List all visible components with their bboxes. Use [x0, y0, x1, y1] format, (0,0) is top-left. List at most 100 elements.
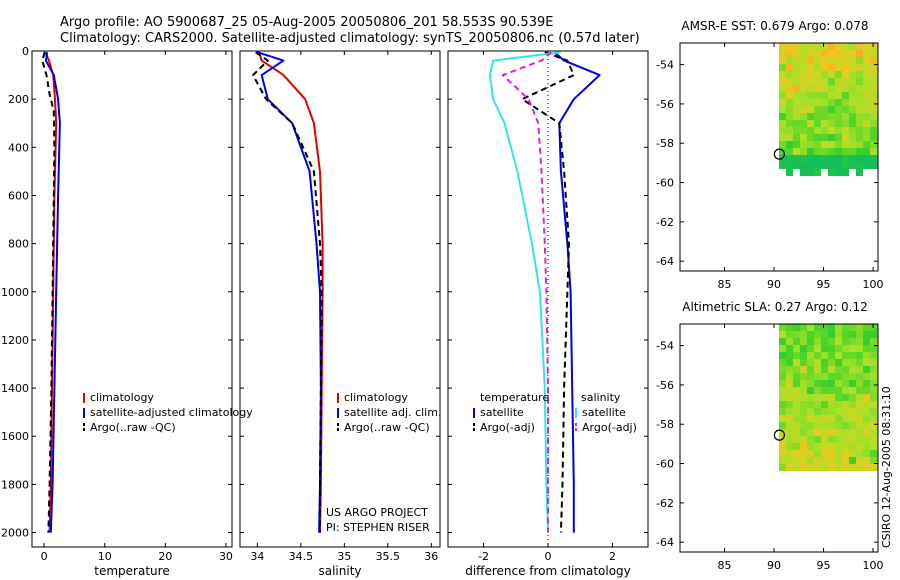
sla-cell [828, 373, 835, 380]
sla-cell [842, 443, 849, 450]
sst-cell [786, 120, 793, 127]
sla-cell [863, 450, 870, 457]
sst-cell [800, 92, 807, 99]
sla-cell [835, 401, 842, 408]
sst-cell [779, 141, 786, 148]
sst-cell [835, 64, 842, 71]
sst-cell [863, 71, 870, 78]
sla-cell [786, 422, 793, 429]
sst-cell [828, 148, 835, 155]
sst-cell [821, 148, 828, 155]
sst-cell [800, 50, 807, 57]
sst-cell [835, 78, 842, 85]
sla-cell [870, 394, 877, 401]
sst-cell [842, 57, 849, 64]
sst-cell [842, 71, 849, 78]
sla-cell [828, 408, 835, 415]
sla-cell [828, 352, 835, 359]
sla-cell [863, 464, 870, 471]
sst-cell [814, 78, 821, 85]
sla-cell [828, 338, 835, 345]
sla-cell [856, 415, 863, 422]
sla-cell [842, 338, 849, 345]
sst-cell [835, 99, 842, 106]
sla-cell [835, 345, 842, 352]
sst-cell [807, 113, 814, 120]
sla-cell [800, 352, 807, 359]
sla-cell [863, 352, 870, 359]
difference-legend-left-header: temperature [480, 391, 549, 404]
salinity-legend-item: Argo(..raw -QC) [344, 421, 430, 434]
sla-cell [779, 324, 786, 331]
difference-legend-temp-argo: Argo(-adj) [480, 421, 535, 434]
sst-cell [856, 92, 863, 99]
sst-cell [842, 78, 849, 85]
sst-cell [807, 127, 814, 134]
sla-cell [807, 450, 814, 457]
sst-cell [814, 127, 821, 134]
sla-cell [800, 366, 807, 373]
sst-cell [807, 141, 814, 148]
temperature-legend-item: Argo(..raw -QC) [90, 421, 176, 434]
sla-cell [786, 359, 793, 366]
sla-cell [856, 401, 863, 408]
sla-cell [849, 373, 856, 380]
salinity-xtick-label: 35.5 [376, 550, 401, 563]
sst-cell [821, 155, 828, 162]
sst-cell [856, 148, 863, 155]
sla-cell [800, 415, 807, 422]
sst-cell [856, 78, 863, 85]
sla-cell [779, 443, 786, 450]
sla-cell [807, 464, 814, 471]
sst-cell [786, 57, 793, 64]
sst-ytick-label: -56 [656, 98, 674, 111]
sla-cell [828, 457, 835, 464]
temperature-xtick-label: 20 [158, 550, 172, 563]
sla-cell [856, 387, 863, 394]
sla-cell [821, 429, 828, 436]
salinity-axes-box [239, 50, 441, 548]
sst-cell [828, 99, 835, 106]
sla-cell [828, 415, 835, 422]
sla-cell [814, 373, 821, 380]
sla-cell [793, 464, 800, 471]
temperature-xtick-label: 0 [41, 550, 48, 563]
sla-cell [863, 324, 870, 331]
sla-cell [793, 331, 800, 338]
sst-cell [779, 78, 786, 85]
sst-cell [863, 155, 870, 162]
sla-cell [856, 422, 863, 429]
sst-cell [856, 71, 863, 78]
sst-cell [849, 78, 856, 85]
sst-cell [870, 106, 877, 113]
sst-cell [821, 50, 828, 57]
sst-cell [842, 127, 849, 134]
sst-cell [842, 85, 849, 92]
temperature-axes-box [31, 50, 233, 548]
sla-cell [828, 429, 835, 436]
sla-cell [800, 422, 807, 429]
sst-cell [821, 78, 828, 85]
sst-cell [856, 85, 863, 92]
sla-xtick-label: 85 [718, 559, 732, 572]
sst-cell [814, 99, 821, 106]
sst-ytick-label: -62 [656, 216, 674, 229]
sst-cell [807, 134, 814, 141]
sst-cell [828, 169, 835, 176]
sst-cell [828, 141, 835, 148]
sla-cell [842, 394, 849, 401]
sst-cell [800, 106, 807, 113]
sst-cell [870, 127, 877, 134]
sla-cell [793, 450, 800, 457]
temperature-ytick-label: 1400 [1, 382, 29, 395]
sla-cell [821, 352, 828, 359]
sst-cell [870, 85, 877, 92]
sst-cell [800, 127, 807, 134]
sla-cell [835, 324, 842, 331]
sla-ytick-label: -56 [656, 379, 674, 392]
sla-cell [800, 443, 807, 450]
sla-cell [835, 422, 842, 429]
sst-cell [849, 57, 856, 64]
sst-cell [793, 71, 800, 78]
